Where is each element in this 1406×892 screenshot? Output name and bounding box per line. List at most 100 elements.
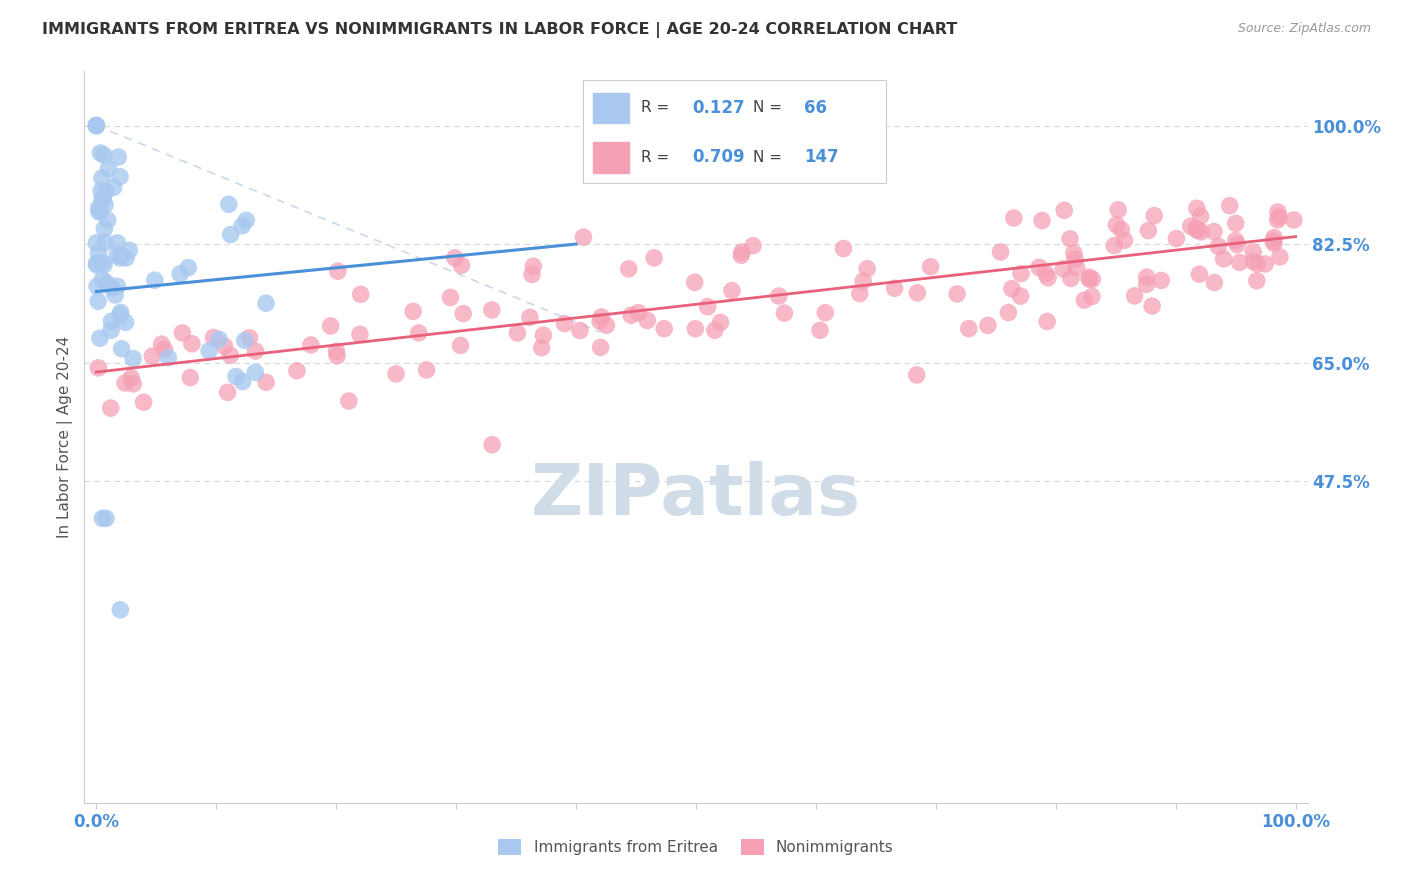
Point xyxy=(108,251,131,265)
Text: 66: 66 xyxy=(804,99,827,117)
Point xyxy=(94,198,117,212)
Point xyxy=(326,264,349,278)
Point xyxy=(1001,282,1024,296)
Point xyxy=(89,331,111,345)
Point xyxy=(105,279,128,293)
Point xyxy=(179,370,201,384)
Point xyxy=(232,375,254,389)
Point xyxy=(856,261,879,276)
Point xyxy=(285,364,308,378)
Point xyxy=(110,342,132,356)
Point xyxy=(254,296,277,310)
Text: 0.127: 0.127 xyxy=(692,99,745,117)
Point xyxy=(86,256,108,270)
Legend: Immigrants from Eritrea, Nonimmigrants: Immigrants from Eritrea, Nonimmigrants xyxy=(492,833,900,861)
Point xyxy=(86,119,108,133)
Point xyxy=(87,360,110,375)
Point xyxy=(177,260,200,275)
Point xyxy=(100,401,122,416)
Point xyxy=(143,273,166,287)
Point xyxy=(180,336,202,351)
Point xyxy=(245,344,267,359)
Point xyxy=(1212,252,1234,266)
Point xyxy=(89,145,111,160)
Point xyxy=(946,286,969,301)
Point xyxy=(531,328,554,343)
Point xyxy=(93,258,115,272)
Point xyxy=(122,376,145,391)
Point xyxy=(115,251,138,265)
Point xyxy=(202,330,225,344)
Point xyxy=(1268,210,1291,224)
Point xyxy=(153,343,176,357)
Point xyxy=(591,310,613,324)
Point xyxy=(1225,216,1247,230)
Point xyxy=(1225,234,1247,248)
Point xyxy=(1243,254,1265,268)
Point xyxy=(1254,257,1277,271)
Point xyxy=(1263,234,1285,248)
Point xyxy=(1185,221,1208,235)
Point xyxy=(86,279,108,293)
Point xyxy=(1073,293,1095,308)
Point xyxy=(568,324,591,338)
Point xyxy=(238,331,260,345)
Point xyxy=(1267,205,1289,219)
Point xyxy=(1104,238,1126,252)
Point xyxy=(97,161,120,176)
Point xyxy=(120,370,142,384)
Text: N =: N = xyxy=(752,150,786,165)
Point xyxy=(848,286,870,301)
Point xyxy=(808,323,831,337)
Point xyxy=(1036,314,1059,328)
Point xyxy=(1226,237,1249,252)
Point xyxy=(86,119,108,133)
Text: N =: N = xyxy=(752,101,786,115)
Point xyxy=(1189,209,1212,223)
Point xyxy=(643,251,665,265)
Point xyxy=(1081,272,1104,286)
Point xyxy=(1135,277,1157,292)
Text: Source: ZipAtlas.com: Source: ZipAtlas.com xyxy=(1237,22,1371,36)
Point xyxy=(111,248,134,262)
Point xyxy=(1078,270,1101,285)
Point xyxy=(920,260,942,274)
Point xyxy=(721,284,744,298)
Point xyxy=(415,363,437,377)
Point xyxy=(481,438,503,452)
Point xyxy=(105,235,128,250)
Point xyxy=(86,258,108,272)
Point xyxy=(86,235,108,250)
Point xyxy=(957,321,980,335)
Point xyxy=(1031,213,1053,227)
Point xyxy=(451,307,474,321)
Point xyxy=(652,322,675,336)
Point xyxy=(319,318,342,333)
Point xyxy=(832,242,855,256)
Point xyxy=(450,338,472,352)
Point xyxy=(683,275,706,289)
Point xyxy=(91,191,114,205)
Point xyxy=(150,337,173,351)
Point xyxy=(977,318,1000,333)
Point xyxy=(1107,202,1129,217)
Point xyxy=(225,369,247,384)
Point xyxy=(96,276,118,290)
Point xyxy=(157,351,180,365)
Point xyxy=(589,314,612,328)
Point xyxy=(408,326,430,340)
Point xyxy=(742,238,765,252)
Point xyxy=(110,305,132,319)
Point xyxy=(233,334,256,348)
Point xyxy=(620,308,643,322)
Point xyxy=(169,267,191,281)
Point xyxy=(1114,233,1136,247)
Point xyxy=(1052,261,1074,276)
Point xyxy=(94,511,117,525)
Point xyxy=(1081,289,1104,303)
Point xyxy=(1263,230,1285,244)
Point xyxy=(1035,267,1057,281)
Point xyxy=(1109,222,1132,236)
Point xyxy=(1185,201,1208,215)
Point xyxy=(118,244,141,258)
